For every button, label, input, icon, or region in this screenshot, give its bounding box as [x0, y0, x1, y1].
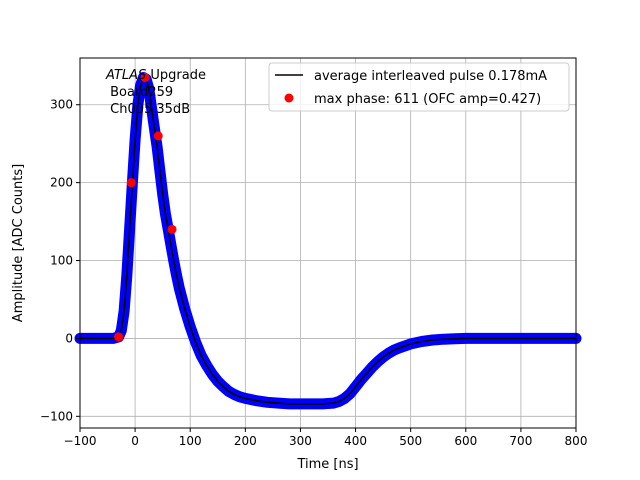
channel-annotation: Ch005 35dB [106, 102, 190, 117]
x-tick-label: 500 [399, 434, 422, 448]
max-phase-points [114, 72, 177, 342]
x-tick-label: 600 [454, 434, 477, 448]
x-tick-label: 400 [344, 434, 367, 448]
y-tick-label: −100 [40, 409, 73, 423]
y-tick-label: 100 [50, 254, 73, 268]
atlas-annotation-line1: ATLAS Upgrade [105, 68, 206, 83]
max-phase-point [153, 131, 163, 141]
y-axis-label: Amplitude [ADC Counts] [11, 164, 26, 322]
max-phase-point [114, 332, 124, 342]
plot-frame [79, 57, 577, 429]
y-tick-label: 300 [50, 98, 73, 112]
max-phase-point [126, 178, 136, 188]
x-tick-label: 200 [234, 434, 257, 448]
axis-ticks: −100 0 100 200 300 400 500 600 700 800 −100 0 100 200… [40, 98, 587, 448]
y-tick-label: 0 [65, 331, 73, 345]
atlas-label: ATLAS [105, 68, 146, 83]
x-axis-label: Time [ns] [296, 457, 358, 472]
legend-point-swatch [284, 93, 294, 103]
legend-entry-max-phase: max phase: 611 (OFC amp=0.427) [314, 92, 541, 107]
legend-box [268, 62, 570, 112]
x-tick-label: 700 [509, 434, 532, 448]
y-tick-label: 200 [50, 176, 73, 190]
legend-entry-average-pulse: average interleaved pulse 0.178mA [314, 69, 547, 84]
x-tick-label: 300 [289, 434, 312, 448]
max-phase-point [140, 72, 150, 82]
x-tick-label: −100 [64, 434, 97, 448]
board-annotation: Board259 [106, 85, 173, 100]
upgrade-label: Upgrade [146, 68, 206, 83]
x-tick-label: 100 [179, 434, 202, 448]
x-tick-label: 0 [131, 434, 139, 448]
x-tick-label: 800 [565, 434, 588, 448]
legend: average interleaved pulse 0.178mA max ph… [268, 62, 570, 112]
max-phase-point [167, 224, 177, 234]
